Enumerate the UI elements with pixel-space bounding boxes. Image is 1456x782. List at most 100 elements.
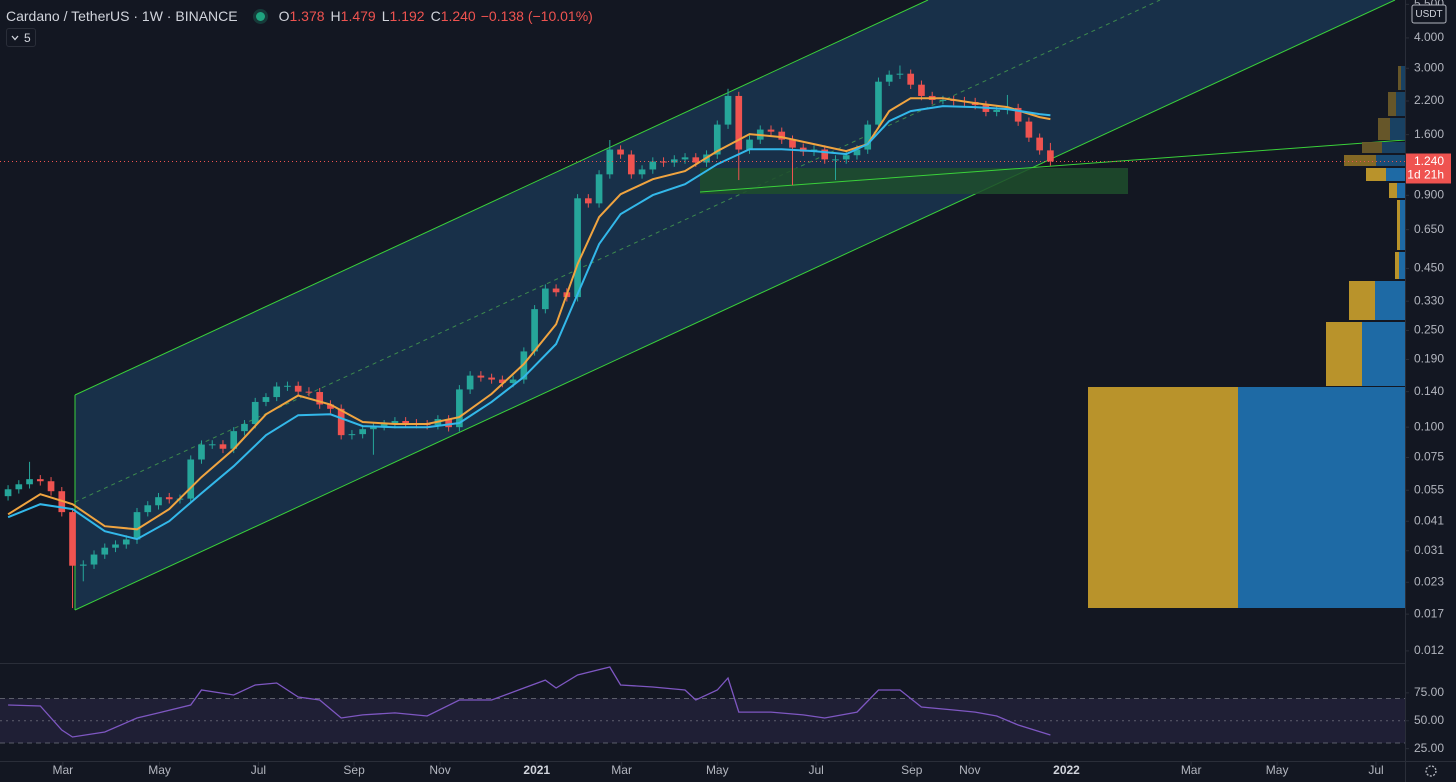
y-tick-label: 50.00: [1414, 713, 1444, 727]
rsi-pane: 75.00 50.00 25.00: [0, 666, 1444, 755]
y-tick-label: 0.017: [1414, 606, 1444, 620]
last-price-box: [1406, 153, 1451, 184]
candle-body: [778, 131, 786, 140]
candle-body: [294, 385, 302, 392]
ohlc-value: 1.479: [340, 8, 376, 24]
countdown: 1d 21h: [1407, 168, 1444, 182]
y-tick-label: 0.190: [1414, 352, 1444, 366]
x-tick-label: Sep: [901, 763, 923, 777]
candle-body: [79, 564, 87, 566]
y-tick-label: 3.000: [1414, 60, 1444, 74]
candle-body: [219, 444, 227, 449]
candle-body: [187, 459, 195, 499]
volume-profile: [1088, 66, 1405, 608]
currency-badge[interactable]: [1411, 4, 1447, 24]
candle-body: [36, 479, 44, 482]
candle-body: [1025, 121, 1033, 138]
candle-body: [746, 139, 753, 150]
vp-bar: [1397, 200, 1400, 250]
x-tick-label: May: [706, 763, 729, 777]
y-tick-label: 0.330: [1414, 293, 1444, 307]
x-tick-label: 2021: [523, 763, 550, 777]
vp-bar: [1378, 118, 1390, 140]
vp-bar: [1397, 183, 1405, 198]
y-tick-label: 0.250: [1414, 323, 1444, 337]
indicator-toggle[interactable]: 5: [6, 28, 36, 47]
candle-body: [90, 554, 98, 565]
x-tick-label: Sep: [343, 763, 365, 777]
candle-body: [692, 157, 700, 163]
candle-body: [670, 159, 678, 163]
legend-header: Cardano / TetherUS · 1W · BINANCE O 1.378…: [6, 6, 593, 26]
y-tick-label: 0.450: [1414, 261, 1444, 275]
ohlc-value: 1.240: [440, 8, 476, 24]
candle-body: [391, 421, 399, 425]
vp-bar: [1395, 252, 1399, 279]
candle-body: [627, 154, 635, 175]
candle-body: [499, 379, 506, 383]
candle-body: [348, 434, 356, 436]
candle-body: [1036, 137, 1043, 151]
candle-body: [305, 391, 313, 393]
x-tick-label: Jul: [251, 763, 266, 777]
candle-body: [4, 489, 12, 497]
candle-body: [273, 386, 281, 398]
y-tick-label: 0.023: [1414, 574, 1444, 588]
vp-bar: [1366, 168, 1386, 181]
candle-body: [531, 309, 538, 352]
ohlc-key: C: [430, 8, 441, 24]
vp-bar: [1238, 387, 1405, 608]
candle-body: [15, 484, 23, 490]
candle-body: [993, 109, 1000, 112]
ohlc-value: 1.378: [289, 8, 325, 24]
vp-bar: [1362, 142, 1382, 153]
candle-body: [617, 149, 624, 155]
candle-body: [445, 419, 452, 428]
candle-body: [821, 149, 829, 160]
candle-body: [380, 424, 388, 427]
x-tick-label: May: [148, 763, 171, 777]
candle-body: [284, 385, 291, 387]
candle-body: [649, 161, 657, 170]
vp-bar: [1326, 322, 1362, 386]
candle-body: [875, 81, 882, 125]
candle-body: [69, 512, 76, 566]
y-tick-label: 0.012: [1414, 643, 1444, 657]
y-tick-label: 0.055: [1414, 482, 1444, 496]
vp-bar: [1388, 92, 1396, 116]
candle-body: [241, 424, 248, 432]
candle-body: [1014, 107, 1022, 122]
x-tick-label: Nov: [959, 763, 980, 777]
candle-body: [359, 429, 366, 435]
candle-body: [638, 169, 646, 175]
x-tick-label: May: [1266, 763, 1289, 777]
candle-body: [832, 159, 839, 161]
candle-body: [155, 497, 162, 506]
indicator-count: 5: [24, 30, 31, 45]
y-tick-label: 0.041: [1414, 513, 1444, 527]
candle-body: [574, 198, 581, 298]
candle-body: [735, 95, 743, 150]
symbol-title: Cardano / TetherUS · 1W · BINANCE: [6, 8, 238, 24]
settings-icon[interactable]: [1425, 765, 1437, 777]
vp-bar: [1398, 66, 1401, 90]
candle-body: [724, 95, 732, 125]
x-tick-label: Mar: [1181, 763, 1202, 777]
zone-box: [700, 168, 1128, 194]
vp-bar: [1389, 183, 1397, 198]
candle-body: [101, 547, 109, 555]
x-tick-label: Nov: [429, 763, 450, 777]
candle-body: [907, 73, 915, 85]
candle-body: [488, 377, 495, 380]
x-tick-label: Mar: [53, 763, 74, 777]
candle-body: [767, 129, 775, 132]
candle-body: [606, 149, 614, 175]
visibility-dot[interactable]: [255, 11, 265, 21]
y-tick-label: 0.100: [1414, 419, 1444, 433]
candle-body: [47, 481, 55, 492]
candle-body: [456, 389, 463, 428]
candle-body: [542, 288, 549, 310]
vp-bar: [1401, 66, 1405, 90]
